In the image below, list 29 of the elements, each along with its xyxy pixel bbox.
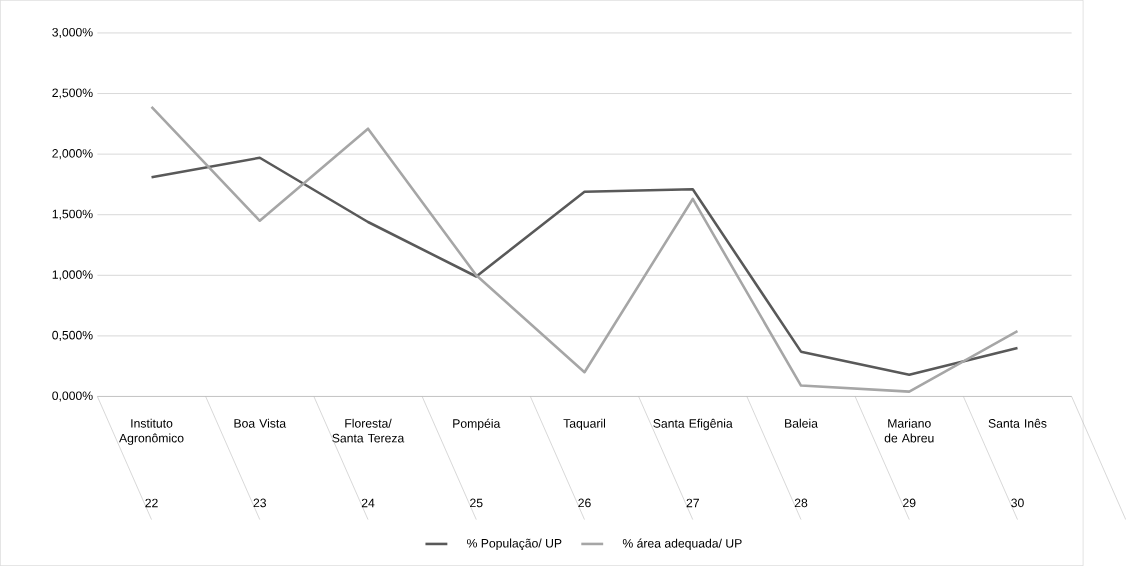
- x-tick-label: Taquaril: [563, 418, 606, 431]
- y-tick-label: 2,000%: [52, 149, 93, 160]
- legend-label: % área adequada/ UP: [622, 538, 742, 551]
- x-tick-label: Boa Vista: [234, 418, 287, 428]
- text: 26: [578, 498, 591, 508]
- x-tick-label: Santa Efigênia: [653, 418, 733, 431]
- text: 29: [903, 498, 916, 508]
- x-tick-label: Floresta/ Santa Tereza: [332, 418, 405, 443]
- y-tick-label: 3,000%: [52, 27, 93, 38]
- y-tick-label: 1,500%: [52, 209, 93, 220]
- text: 24: [361, 498, 375, 508]
- text: 22: [145, 498, 158, 508]
- text: 27: [686, 498, 699, 508]
- text: 30: [1011, 498, 1024, 508]
- y-tick-label: 1,000%: [52, 270, 93, 281]
- y-tick-label: 2,500%: [52, 88, 93, 99]
- line-series: [150, 105, 1019, 393]
- text: 23: [253, 498, 266, 508]
- legend-label: % População/ UP: [467, 538, 562, 551]
- text: 28: [794, 498, 808, 508]
- y-tick-label: 0,500%: [52, 330, 93, 341]
- x-tick-label: Santa Inês: [988, 418, 1047, 428]
- x-tick-label: Pompéia: [453, 418, 501, 431]
- line-series: [150, 156, 1019, 376]
- text: 25: [470, 498, 483, 508]
- x-tick-label: Baleia: [785, 418, 818, 428]
- x-tick-label: Instituto Agronômico: [119, 418, 184, 445]
- y-tick-label: 0,000%: [52, 391, 93, 402]
- x-tick-label: Mariano de Abreu: [884, 418, 934, 443]
